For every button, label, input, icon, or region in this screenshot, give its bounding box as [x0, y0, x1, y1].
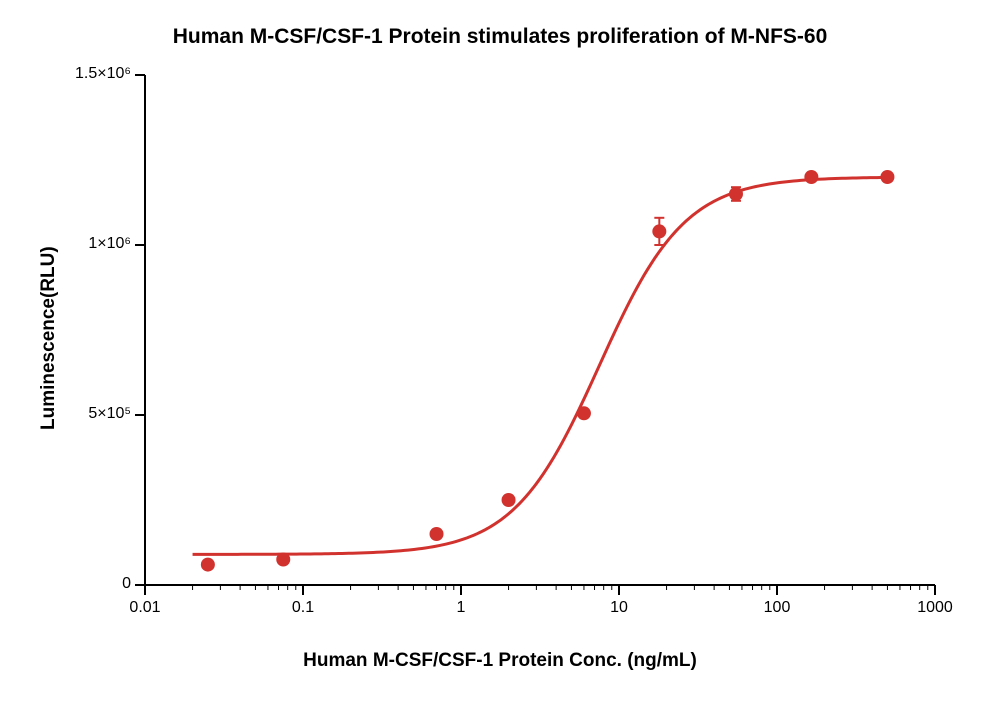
x-tick-label: 100	[752, 599, 802, 617]
y-tick-label: 1.5×10⁶	[51, 65, 131, 83]
data-point	[729, 187, 743, 201]
x-tick-label: 1	[436, 599, 486, 617]
y-tick-label: 1×10⁶	[51, 235, 131, 253]
x-tick-label: 1000	[910, 599, 960, 617]
data-point	[652, 224, 666, 238]
data-point	[430, 527, 444, 541]
chart-container: Human M-CSF/CSF-1 Protein stimulates pro…	[0, 0, 1000, 702]
data-point	[577, 406, 591, 420]
data-point	[201, 558, 215, 572]
data-point	[276, 553, 290, 567]
data-point	[804, 170, 818, 184]
plot-svg	[0, 0, 1000, 702]
data-point	[502, 493, 516, 507]
data-point	[880, 170, 894, 184]
fit-curve	[193, 177, 888, 554]
x-tick-label: 10	[594, 599, 644, 617]
y-tick-label: 0	[51, 575, 131, 593]
y-tick-label: 5×10⁵	[51, 405, 131, 423]
x-tick-label: 0.1	[278, 599, 328, 617]
x-tick-label: 0.01	[120, 599, 170, 617]
